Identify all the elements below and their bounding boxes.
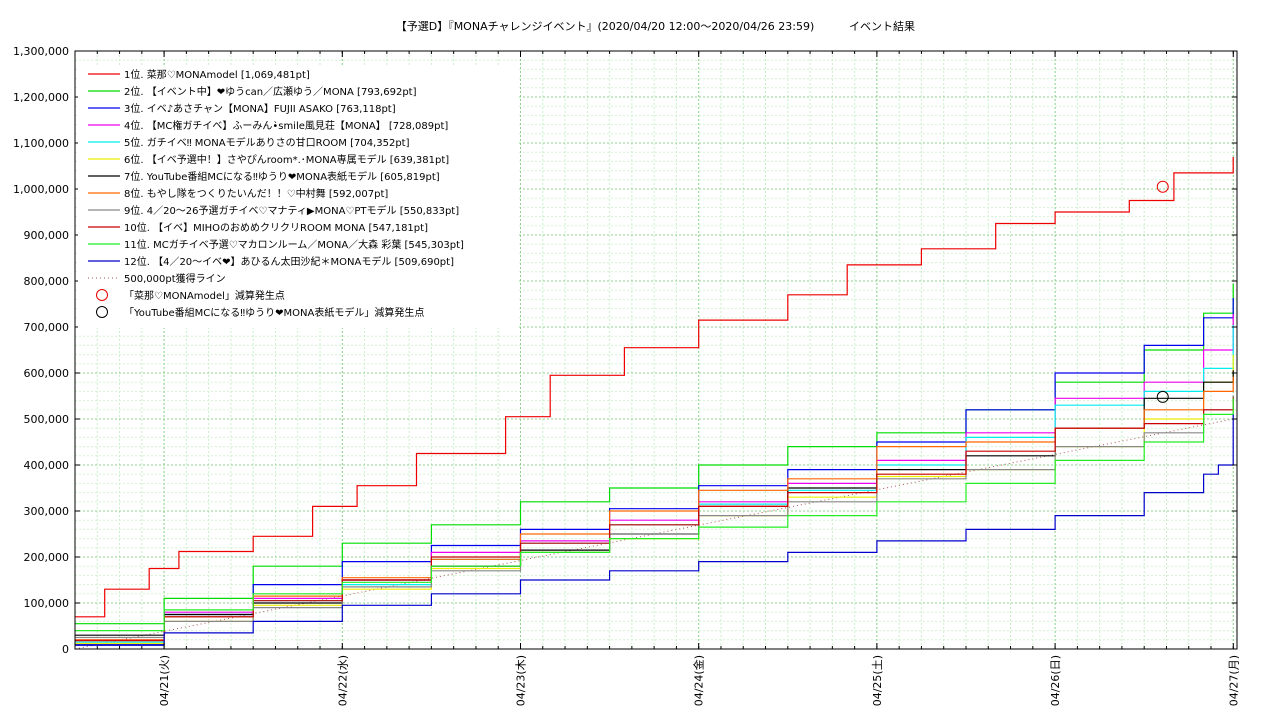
legend-label-11: 11位. MCガチイベ予選♡マカロンルーム／MONA／大森 彩葉 [545,30… [124, 238, 464, 251]
x-tick-label: 04/23(木) [514, 655, 527, 706]
chart-title: 【予選D】『MONAチャレンジイベント』(2020/04/20 12:00〜20… [396, 20, 815, 33]
y-tick-label: 1,200,000 [13, 91, 69, 104]
legend-label-9: 9位. 4／20〜26予選ガチイベ♡マナティ▶MONA♡PTモデル [550,8… [124, 204, 459, 217]
legend-label-4: 4位. 【MC権ガチイベ】ふーみん•̀smile風見荘【MONA】 [728,0… [124, 119, 448, 132]
plot-frame [74, 50, 1238, 650]
y-tick-label: 0 [62, 643, 69, 656]
reference-line-500000 [74, 418, 1234, 650]
deduction-marker-2 [1156, 390, 1169, 403]
legend-background [78, 66, 518, 328]
y-tick-label: 1,300,000 [13, 45, 69, 58]
x-tick-label: 04/24(金) [692, 655, 706, 706]
y-tick-label: 1,100,000 [13, 137, 69, 150]
legend-label-7: 7位. YouTube番組MCになる‼ゆうり❤MONA表紙モデル [605,81… [124, 170, 440, 183]
legend-label-8: 8位. もやし隊をつくりたいんだ！！♡中村舞 [592,007pt] [124, 187, 388, 200]
legend-marker-2 [96, 306, 108, 318]
series-line-11 [75, 398, 1234, 632]
y-tick-label: 100,000 [24, 597, 70, 610]
series-line-10 [75, 397, 1234, 642]
y-tick-label: 300,000 [24, 505, 70, 518]
legend: 1位. 菜那♡MONAmodel [1,069,481pt] 2位. 【イベント中… [78, 66, 518, 328]
y-tick-label: 500,000 [24, 413, 70, 426]
series-line-12 [75, 414, 1234, 646]
legend-label-5: 5位. ガチイベ‼ MONAモデルありさの甘口ROOM [704,352pt] [124, 136, 410, 149]
y-tick-label: 600,000 [24, 367, 70, 380]
y-tick-label: 400,000 [24, 459, 70, 472]
series-line-3 [75, 298, 1234, 646]
x-tick-label: 04/26(日) [1049, 655, 1062, 706]
x-tick-label: 04/21(火) [158, 655, 171, 706]
x-tick-label: 04/22(水) [336, 655, 349, 706]
y-tick-label: 1,000,000 [13, 183, 69, 196]
legend-label-12: 12位. 【4／20〜イベ❤】あひるん太田沙紀＊MONAモデル [509,690… [124, 255, 454, 268]
legend-label-1: 1位. 菜那♡MONAmodel [1,069,481pt] [124, 68, 310, 81]
y-tick-label: 900,000 [24, 229, 70, 242]
axes: 0 100,000 200,000 300,000 400,000 500,000 600,… [13, 45, 1240, 706]
legend-label-2: 2位. 【イベント中】❤ゆうcan／広瀬ゆう／MONA [793,692pt] [124, 85, 417, 98]
legend-label-marker-2: 「YouTube番組MCになる‼ゆうり❤MONA表紙モデル」減算発生点 [124, 306, 424, 319]
y-tick-label: 800,000 [24, 275, 70, 288]
legend-label-reference: 500,000pt獲得ライン [124, 272, 226, 285]
marker-group [1156, 180, 1169, 403]
legend-label-10: 10位. 【イベ】MIHOのおめめクリクリROOM MONA [547,181p… [124, 221, 428, 234]
y-tick-label: 200,000 [24, 551, 70, 564]
series-line-8 [75, 376, 1234, 641]
x-tick-label: 04/27(月) [1227, 655, 1240, 706]
legend-marker-1 [96, 289, 108, 301]
chart-subtitle: イベント結果 [849, 19, 915, 33]
reference-line [74, 418, 1234, 650]
legend-label-3: 3位. イベ♪あさチャン【MONA】FUJII ASAKO [763,118pt… [124, 102, 396, 115]
y-tick-label: 700,000 [24, 321, 70, 334]
series-line-1 [75, 157, 1234, 618]
deduction-marker-1 [1156, 180, 1169, 193]
series-group [75, 157, 1234, 646]
legend-label-marker-1: 「菜那♡MONAmodel」減算発生点 [124, 289, 285, 302]
x-tick-label: 04/25(土) [871, 655, 884, 706]
legend-label-6: 6位. 【イベ予選中！】さやぴんroom*.･MONA専属モデル [639,38… [124, 153, 449, 166]
